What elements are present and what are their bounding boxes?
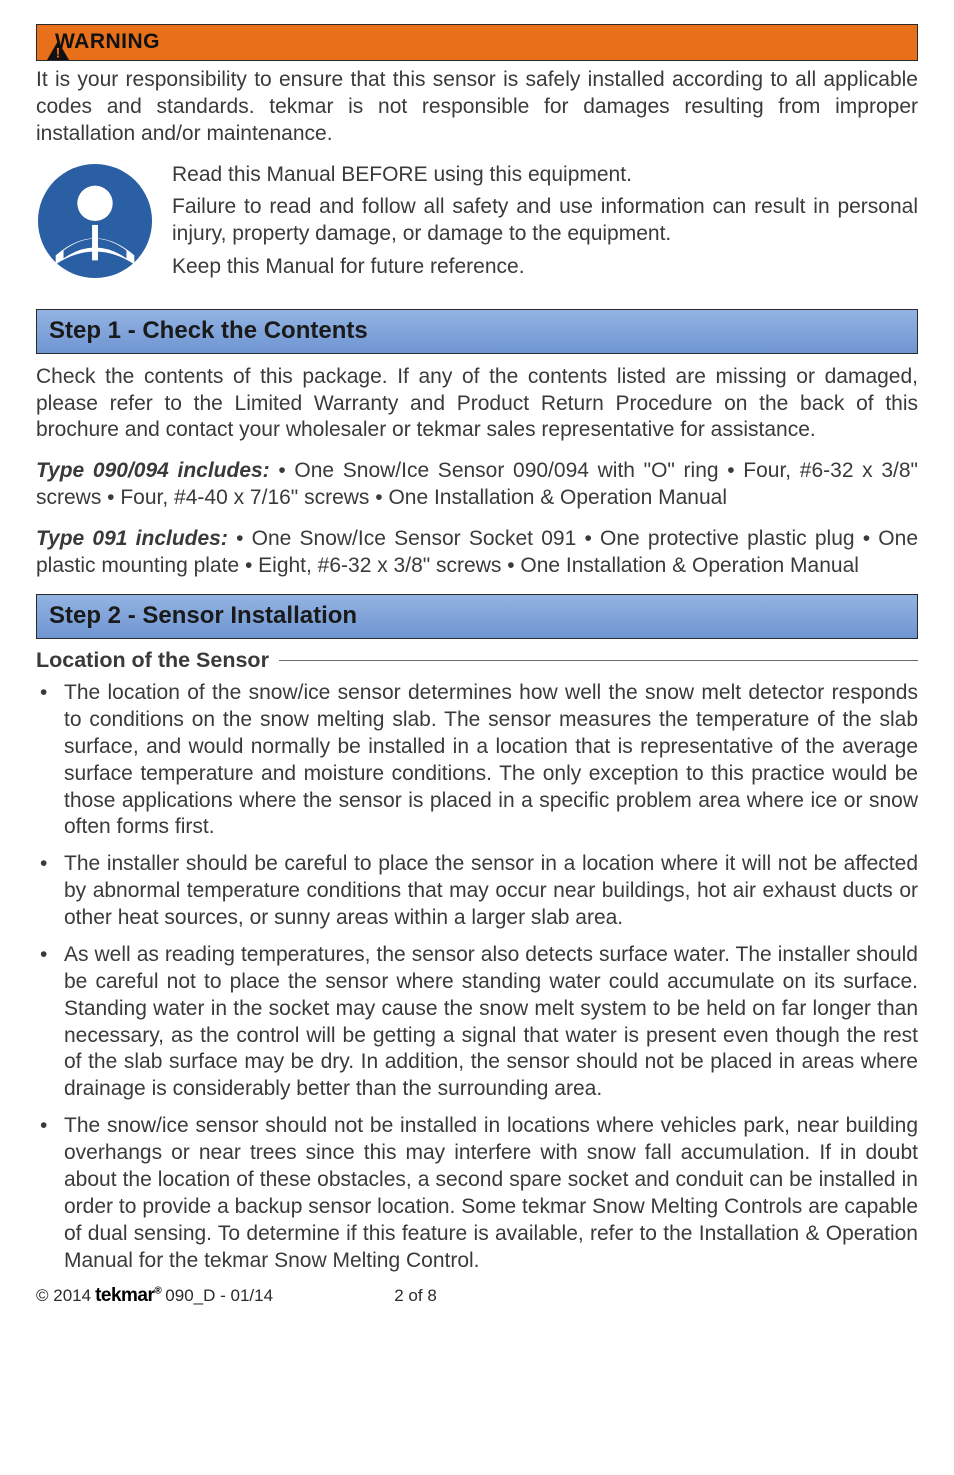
- read-line-2: Failure to read and follow all safety an…: [172, 194, 918, 248]
- step1-intro: Check the contents of this package. If a…: [36, 364, 918, 445]
- includes-a-label: Type 090/094 includes:: [36, 459, 270, 482]
- registered-mark: ®: [154, 1286, 161, 1297]
- page-footer: © 2014 tekmar® 090_D - 01/14 2 of 8: [36, 1284, 918, 1308]
- step-2-heading: Step 2 - Sensor Installation: [36, 594, 918, 639]
- step-1-heading: Step 1 - Check the Contents: [36, 309, 918, 354]
- brand-text: tekmar: [95, 1285, 154, 1306]
- includes-091: Type 091 includes: • One Snow/Ice Sensor…: [36, 526, 918, 580]
- includes-090-094: Type 090/094 includes: • One Snow/Ice Se…: [36, 458, 918, 512]
- read-manual-text: Read this Manual BEFORE using this equip…: [172, 162, 918, 288]
- read-line-1: Read this Manual BEFORE using this equip…: [172, 162, 918, 189]
- brand-logo: tekmar®: [95, 1284, 161, 1308]
- list-item: The snow/ice sensor should not be instal…: [36, 1113, 918, 1274]
- footer-left: © 2014 tekmar® 090_D - 01/14: [36, 1284, 273, 1308]
- warning-bar: ! WARNING: [36, 24, 918, 61]
- copyright-prefix: © 2014: [36, 1285, 91, 1307]
- list-item: The location of the snow/ice sensor dete…: [36, 680, 918, 841]
- step2-subheading: Location of the Sensor: [36, 647, 269, 675]
- read-line-3: Keep this Manual for future reference.: [172, 254, 918, 281]
- read-manual-icon: [36, 162, 154, 280]
- warning-label: WARNING: [55, 29, 160, 56]
- includes-b-label: Type 091 includes:: [36, 527, 236, 550]
- subheading-rule: [279, 660, 918, 661]
- sensor-location-list: The location of the snow/ice sensor dete…: [36, 680, 918, 1274]
- step2-subheading-row: Location of the Sensor: [36, 647, 918, 675]
- list-item: The installer should be careful to place…: [36, 851, 918, 932]
- warning-body: It is your responsibility to ensure that…: [36, 67, 918, 148]
- list-item: As well as reading temperatures, the sen…: [36, 942, 918, 1103]
- read-manual-block: Read this Manual BEFORE using this equip…: [36, 162, 918, 288]
- page-number: 2 of 8: [394, 1285, 437, 1307]
- doc-id: 090_D - 01/14: [165, 1285, 273, 1307]
